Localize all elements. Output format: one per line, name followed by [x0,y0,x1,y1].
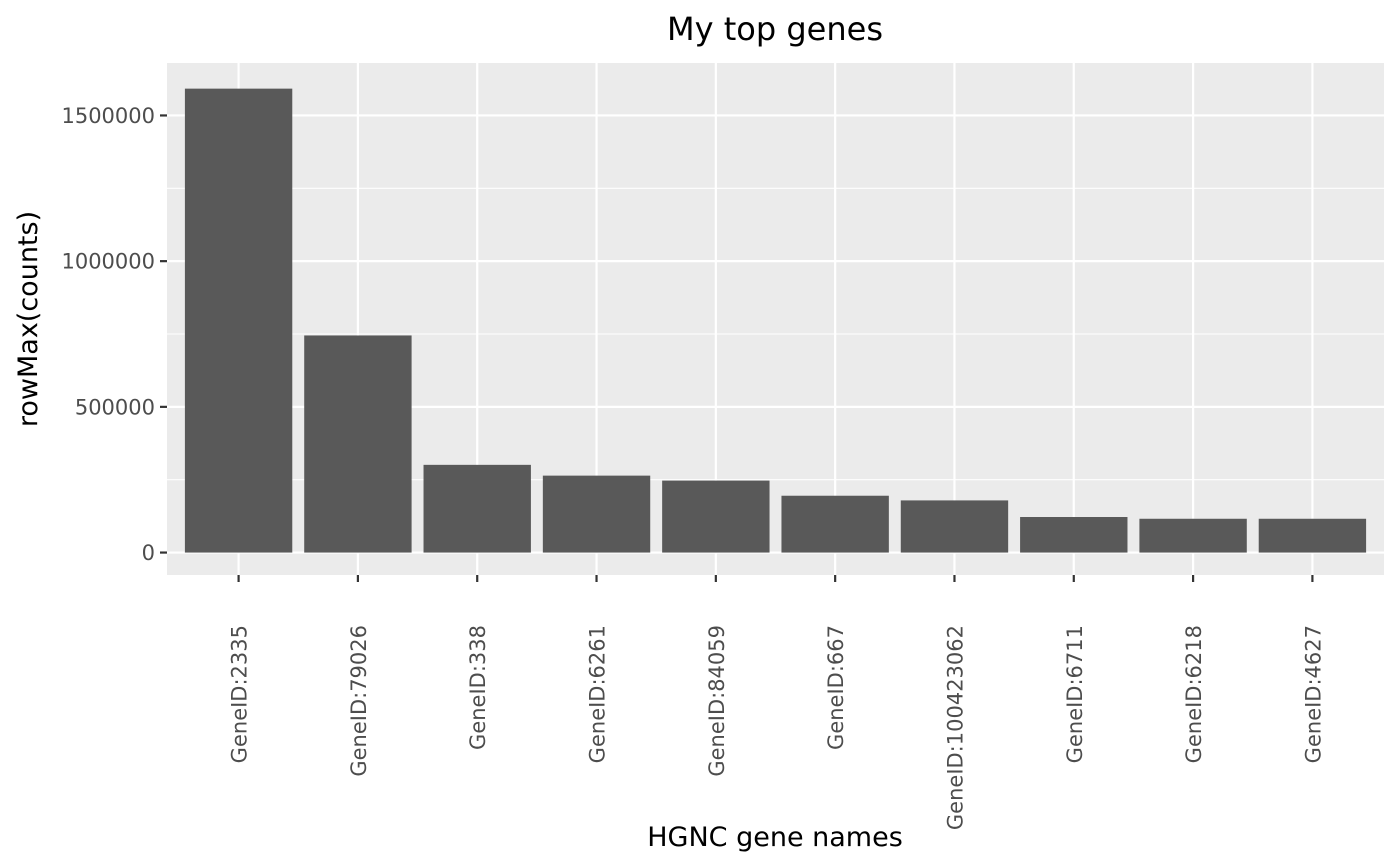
bar-geneid-4627 [1258,518,1367,553]
y-tick-label: 1500000 [61,104,155,128]
y-tick-label: 0 [142,541,155,565]
x-tick-label: GeneID:6711 [1063,625,1087,763]
x-tick-label: GeneID:4627 [1301,625,1325,763]
x-tick-label: GeneID:79026 [347,625,371,777]
y-axis-title: rowMax(counts) [13,211,44,427]
y-tick-label: 500000 [75,395,155,419]
bar-geneid-667 [781,495,889,553]
bar-geneid-6711 [1020,517,1128,553]
x-tick-label: GeneID:6261 [586,625,610,763]
bar-geneid-338 [423,464,531,553]
x-tick-label: GeneID:100423062 [943,625,967,830]
x-axis: GeneID:2335 GeneID:79026 GeneID:338 GeneID:… [228,575,1325,830]
bars [184,88,1367,553]
y-tick-label: 1000000 [61,250,155,274]
x-tick-label: GeneID:667 [824,625,848,750]
x-axis-title: HGNC gene names [647,822,903,853]
x-tick-label: GeneID:338 [466,625,490,750]
y-axis: 0 500000 1000000 1500000 [61,104,167,565]
x-tick-label: GeneID:6218 [1182,625,1206,763]
bar-geneid-100423062 [900,500,1009,553]
x-tick-label: GeneID:2335 [228,625,252,763]
bar-geneid-6218 [1139,518,1247,553]
chart-title: My top genes [667,10,883,48]
x-tick-label: GeneID:84059 [705,625,729,777]
bar-geneid-84059 [662,480,770,553]
bar-geneid-2335 [184,88,293,553]
bar-geneid-79026 [304,335,412,553]
bar-geneid-6261 [542,475,651,553]
